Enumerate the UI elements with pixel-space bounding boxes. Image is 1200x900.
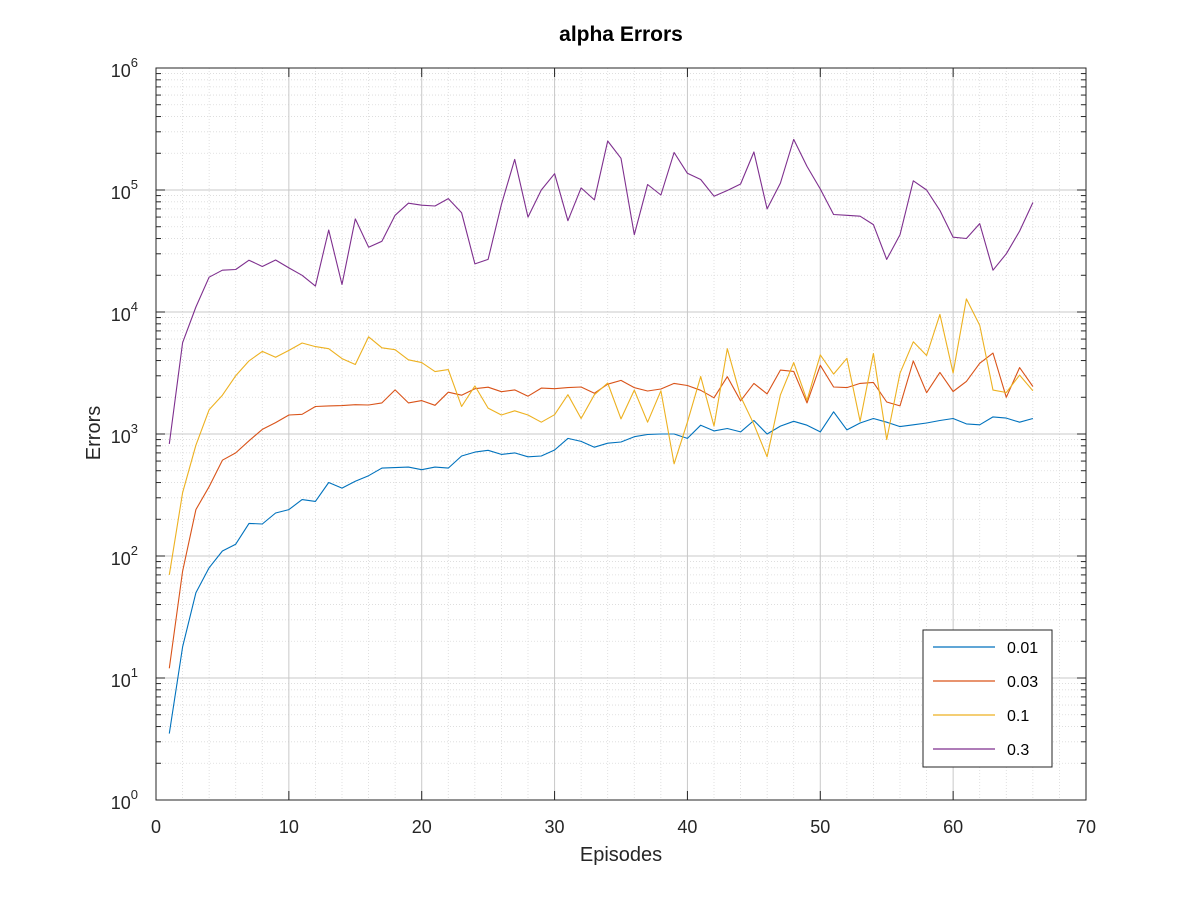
y-tick-label: 103 [111, 421, 138, 447]
legend-label: 0.1 [1007, 708, 1029, 725]
y-axis-label: Errors [83, 406, 105, 460]
y-tick-label: 102 [111, 543, 138, 569]
series-line-0_03 [168, 352, 1034, 669]
x-tick-label: 40 [677, 817, 697, 837]
legend: 0.01 0.03 0.1 0.3 [922, 629, 1053, 768]
x-tick-label: 0 [151, 817, 161, 837]
x-tick-label: 70 [1076, 817, 1096, 837]
series-line-0_01 [168, 411, 1034, 734]
y-tick-labels: 100 101 102 103 104 105 106 [111, 55, 138, 813]
series-line-0_1 [168, 298, 1034, 575]
series-line-0_3 [168, 138, 1034, 444]
x-tick-labels: 0 10 20 30 40 50 60 70 [151, 817, 1096, 837]
y-tick-label: 106 [111, 55, 138, 81]
ticks-layer [155, 67, 1087, 801]
x-tick-label: 60 [943, 817, 963, 837]
y-tick-label: 100 [111, 787, 138, 813]
y-tick-label: 104 [111, 299, 138, 325]
y-tick-label: 105 [111, 177, 138, 203]
x-tick-label: 20 [412, 817, 432, 837]
legend-label: 0.01 [1007, 640, 1038, 657]
x-tick-label: 30 [545, 817, 565, 837]
series-layer [168, 138, 1034, 734]
x-axis-label: Episodes [580, 844, 662, 866]
x-tick-label: 10 [279, 817, 299, 837]
x-tick-label: 50 [810, 817, 830, 837]
legend-box [922, 629, 1053, 768]
legend-label: 0.03 [1007, 674, 1038, 691]
y-tick-label: 101 [111, 665, 138, 691]
legend-label: 0.3 [1007, 742, 1029, 759]
chart-title: alpha Errors [559, 23, 683, 46]
